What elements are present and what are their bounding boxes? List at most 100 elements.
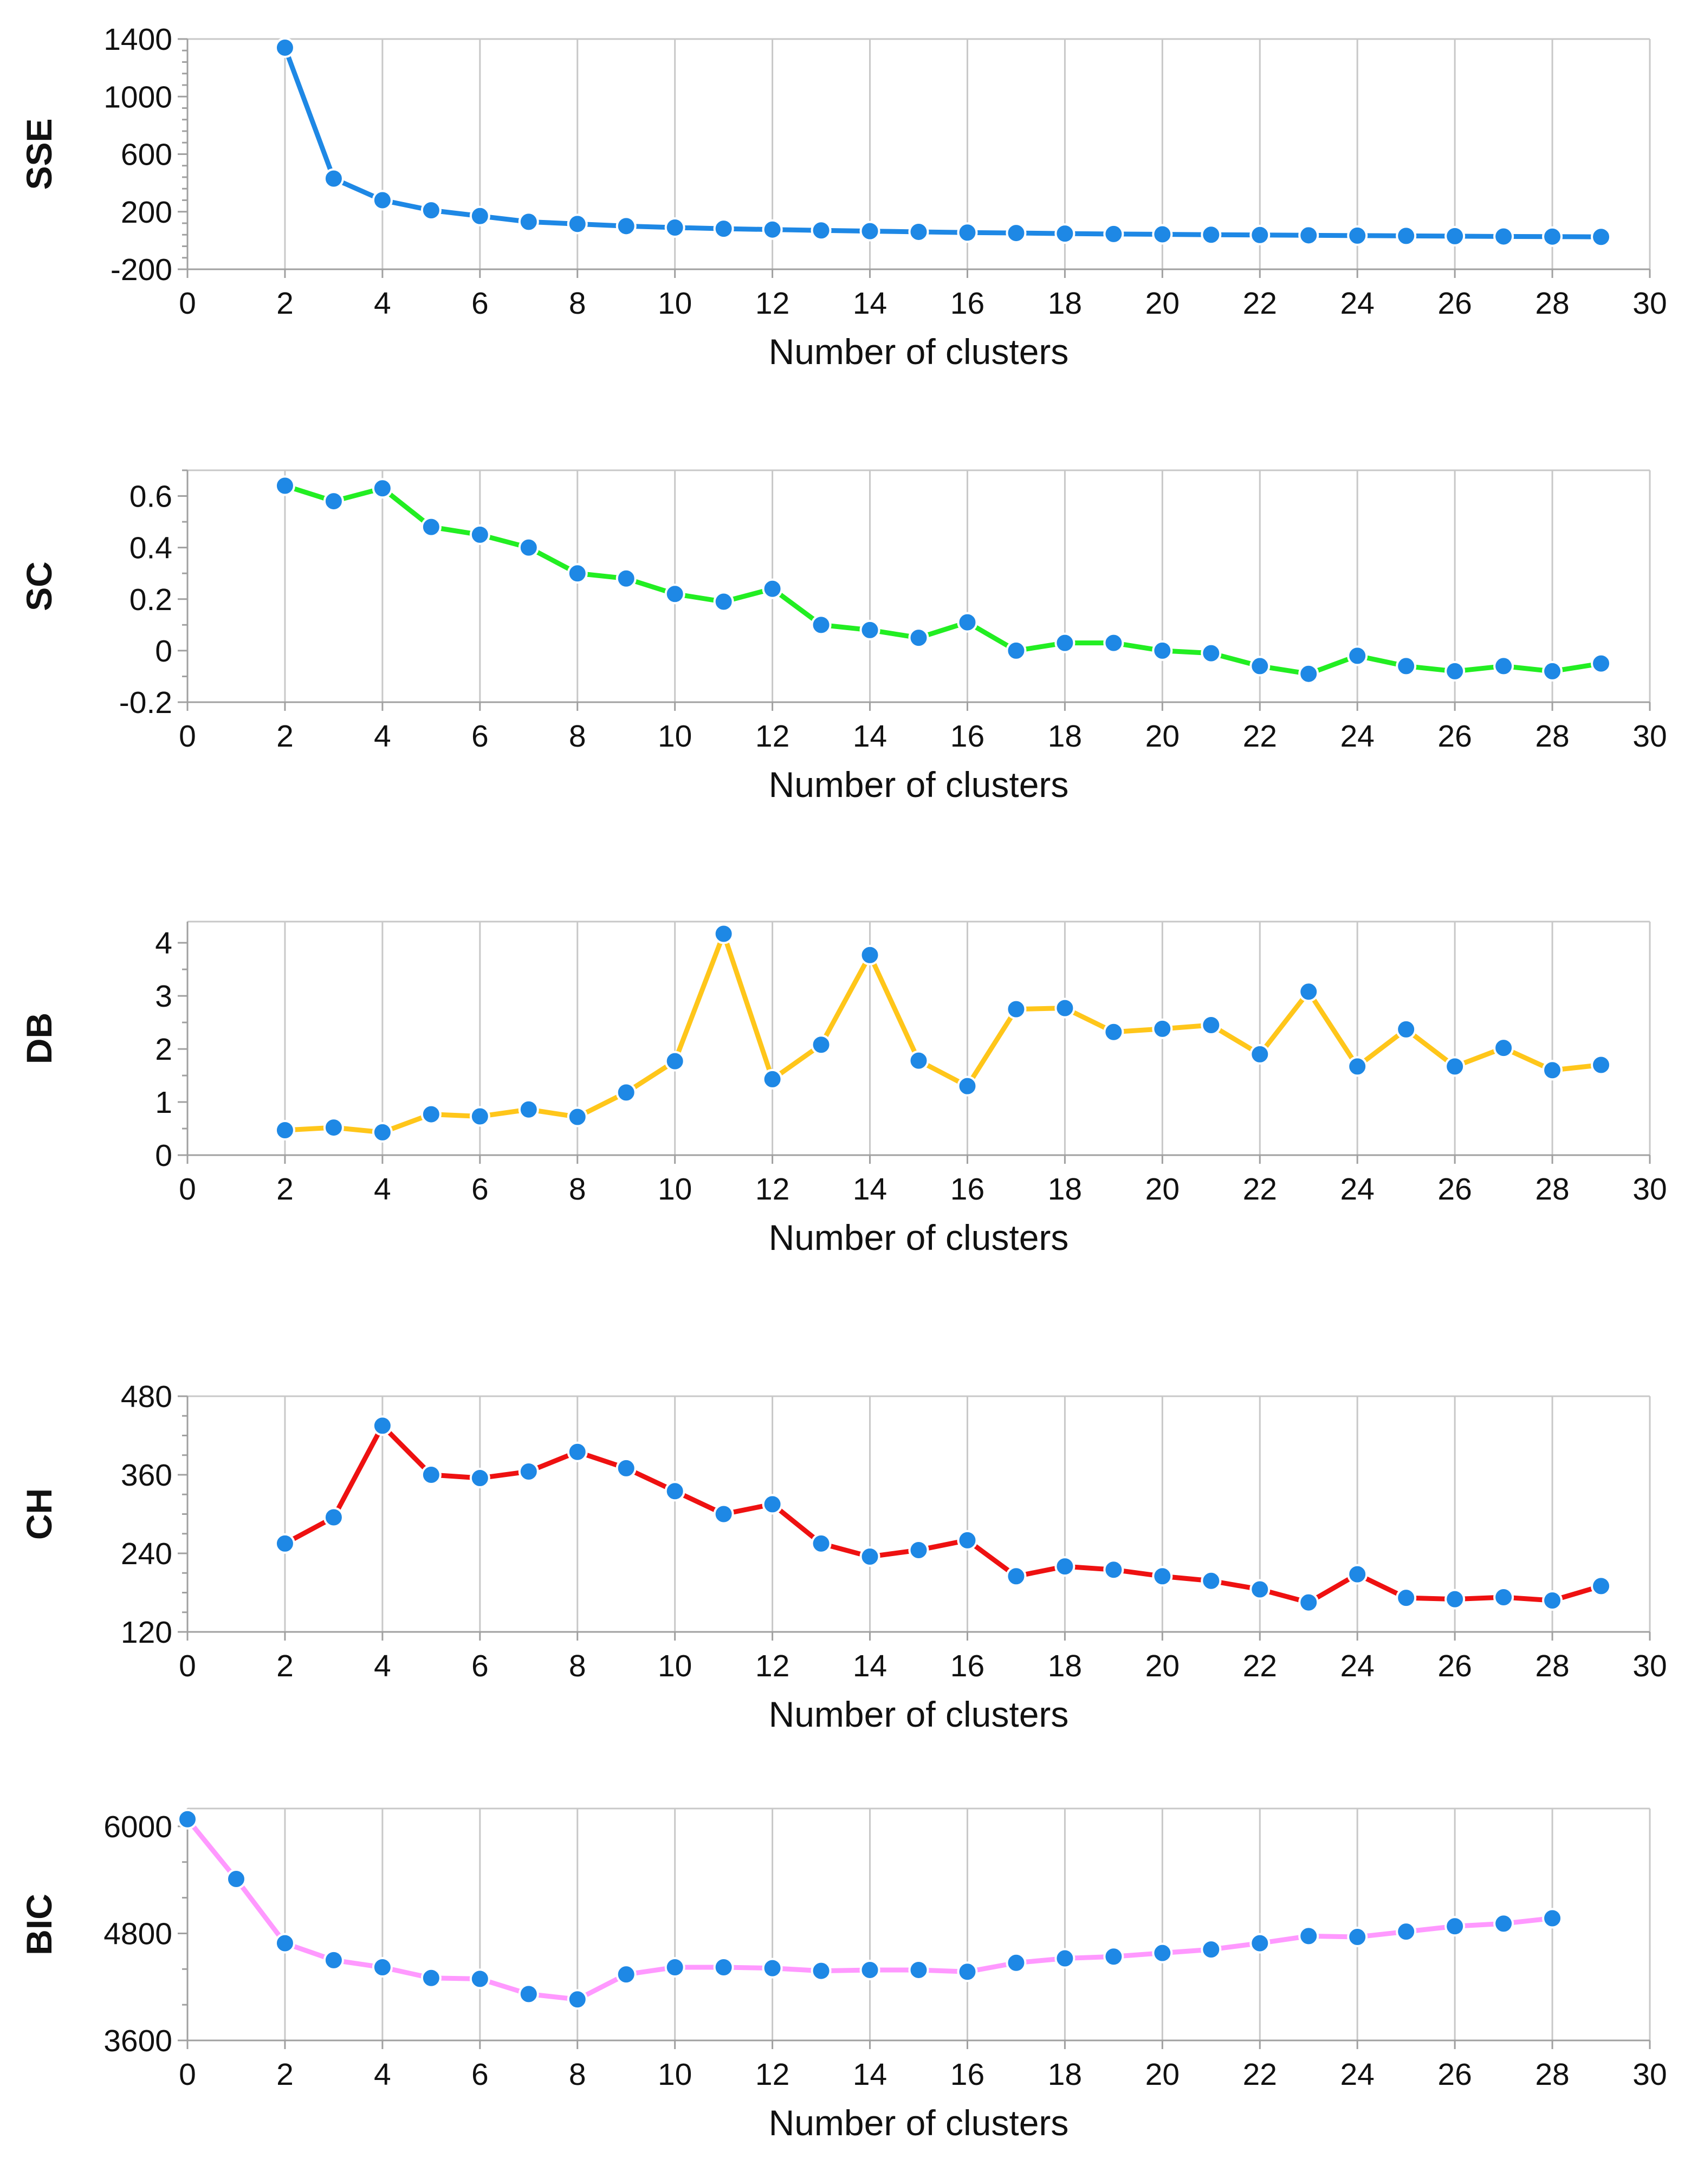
x-tick-label: 22 xyxy=(1243,1649,1277,1683)
data-point xyxy=(1249,224,1271,245)
data-point xyxy=(1103,1021,1124,1042)
data-point xyxy=(859,1546,880,1567)
data-point xyxy=(908,1959,929,1980)
y-tick-label: 0.4 xyxy=(129,531,172,566)
data-point xyxy=(1249,656,1271,677)
data-point xyxy=(177,1809,198,1830)
y-axis-title: BIC xyxy=(19,1894,59,1955)
series-line-sc xyxy=(282,483,1604,677)
data-point xyxy=(811,614,832,636)
y-axis-title: CH xyxy=(19,1488,59,1540)
x-tick-label: 30 xyxy=(1632,719,1667,754)
x-tick-label: 28 xyxy=(1535,1172,1569,1207)
y-tick-label: 0 xyxy=(155,1138,172,1173)
data-point xyxy=(323,1507,344,1528)
data-point xyxy=(1054,997,1075,1019)
data-point xyxy=(1103,1946,1124,1967)
y-tick-label: 240 xyxy=(121,1537,172,1571)
x-tick-label: 8 xyxy=(569,2057,586,2092)
x-tick-label: 4 xyxy=(374,1172,391,1207)
x-tick-label: 22 xyxy=(1243,286,1277,321)
data-point xyxy=(811,1533,832,1554)
y-tick-label: 600 xyxy=(121,138,172,172)
y-tick-label: 4800 xyxy=(103,1916,172,1951)
data-point xyxy=(1396,225,1417,247)
data-point xyxy=(1054,1556,1075,1577)
data-point xyxy=(567,1106,588,1127)
data-point xyxy=(469,1468,490,1489)
data-point xyxy=(616,1457,637,1479)
x-tick-label: 18 xyxy=(1048,1172,1082,1207)
data-point xyxy=(1054,223,1075,244)
data-point xyxy=(1444,660,1466,682)
x-tick-label: 14 xyxy=(853,719,887,754)
x-tick-label: 18 xyxy=(1048,719,1082,754)
x-tick-label: 14 xyxy=(853,286,887,321)
data-point xyxy=(420,1967,442,1988)
x-tick-label: 30 xyxy=(1632,286,1667,321)
data-point xyxy=(372,1415,393,1436)
y-tick-label: 0.2 xyxy=(129,582,172,617)
data-point xyxy=(616,568,637,589)
data-point xyxy=(713,923,734,944)
data-point xyxy=(518,1461,539,1482)
data-point xyxy=(762,1068,783,1090)
x-tick-label: 12 xyxy=(755,286,789,321)
x-tick-label: 2 xyxy=(276,2057,294,2092)
x-tick-label: 2 xyxy=(276,1649,294,1683)
data-point xyxy=(1396,1587,1417,1609)
data-point xyxy=(1542,1060,1563,1081)
y-tick-label: -0.2 xyxy=(119,685,172,720)
data-point xyxy=(323,491,344,512)
x-tick-label: 24 xyxy=(1340,286,1374,321)
x-tick-label: 16 xyxy=(950,2057,984,2092)
data-point xyxy=(469,1106,490,1127)
x-tick-label: 0 xyxy=(179,1649,196,1683)
y-axis-title: SC xyxy=(19,561,59,611)
x-tick-label: 4 xyxy=(374,1649,391,1683)
x-tick-label: 10 xyxy=(658,2057,692,2092)
data-point xyxy=(859,619,880,640)
x-tick-label: 18 xyxy=(1048,2057,1082,2092)
data-point xyxy=(372,478,393,499)
data-point xyxy=(1201,1570,1222,1591)
x-tick-label: 12 xyxy=(755,1649,789,1683)
data-point xyxy=(567,1441,588,1462)
data-point xyxy=(274,1933,295,1954)
data-point xyxy=(1201,1939,1222,1960)
data-point xyxy=(323,1949,344,1971)
x-tick-label: 6 xyxy=(471,1649,489,1683)
y-tick-label: 200 xyxy=(121,195,172,230)
x-tick-label: 6 xyxy=(471,2057,489,2092)
x-tick-label: 4 xyxy=(374,286,391,321)
data-point xyxy=(664,1481,685,1502)
data-point xyxy=(762,219,783,240)
data-point xyxy=(811,1034,832,1055)
data-point xyxy=(1201,224,1222,245)
x-tick-label: 28 xyxy=(1535,2057,1569,2092)
x-axis-title: Number of clusters xyxy=(769,332,1069,372)
x-tick-label: 6 xyxy=(471,286,489,321)
data-point xyxy=(469,524,490,545)
x-tick-label: 26 xyxy=(1437,1172,1472,1207)
data-point xyxy=(1542,1908,1563,1929)
x-axis-title: Number of clusters xyxy=(769,1694,1069,1734)
x-tick-label: 20 xyxy=(1145,2057,1180,2092)
data-point xyxy=(1249,1579,1271,1600)
data-point xyxy=(567,563,588,584)
x-tick-label: 4 xyxy=(374,719,391,754)
x-tick-label: 8 xyxy=(569,1172,586,1207)
y-tick-label: 120 xyxy=(121,1615,172,1650)
data-point xyxy=(1493,656,1514,677)
data-point xyxy=(1298,1592,1319,1613)
data-point xyxy=(1591,226,1612,248)
data-point xyxy=(1201,643,1222,664)
data-point xyxy=(1249,1044,1271,1065)
data-point xyxy=(1444,1589,1466,1610)
x-tick-label: 10 xyxy=(658,286,692,321)
data-point xyxy=(713,1957,734,1978)
data-point xyxy=(616,1964,637,1985)
data-point xyxy=(713,1503,734,1525)
